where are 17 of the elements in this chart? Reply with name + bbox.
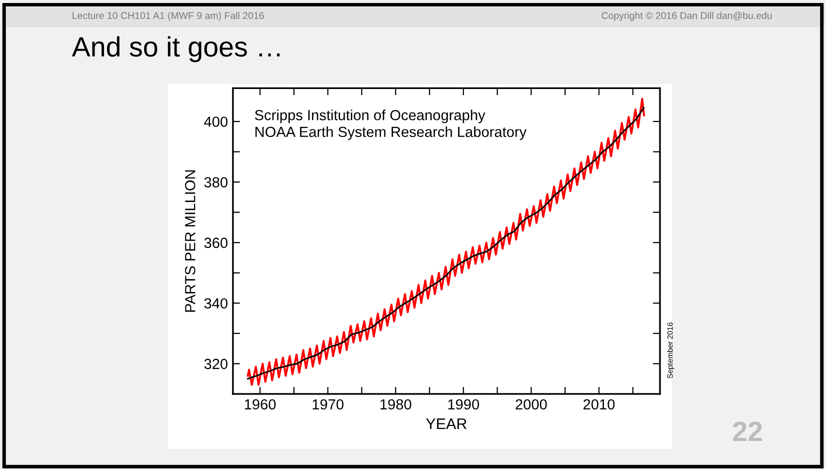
text: Lecture 10 CH101 A1 (MWF 9 am) Fall 2016 [72,12,264,21]
annotation: Scripps Institution of Oceanography NOAA Earth System Research Laboratory [254,110,527,140]
chart-title: And so it goes … [72,36,280,62]
x-tick-label: 1990 [448,399,480,410]
y-tick-label: 360 [204,238,228,248]
x-tick-label: 1970 [312,399,344,410]
x-tick-label: 1960 [244,399,276,410]
x-tick-label: 2010 [583,399,615,410]
text: Copyright © 2016 Dan Dill dan@bu.edu [602,12,772,21]
x-tick-label: 1980 [380,399,412,410]
y-tick-label: 380 [204,177,228,188]
y-tick-label: 320 [204,358,228,370]
y-tick-label: 400 [204,116,228,127]
y-axis-title: PARTS PER MILLION [184,170,196,312]
x-axis-title: YEAR [426,418,467,430]
x-tick-label: 2000 [516,399,547,410]
y-tick-label: 340 [204,298,228,309]
